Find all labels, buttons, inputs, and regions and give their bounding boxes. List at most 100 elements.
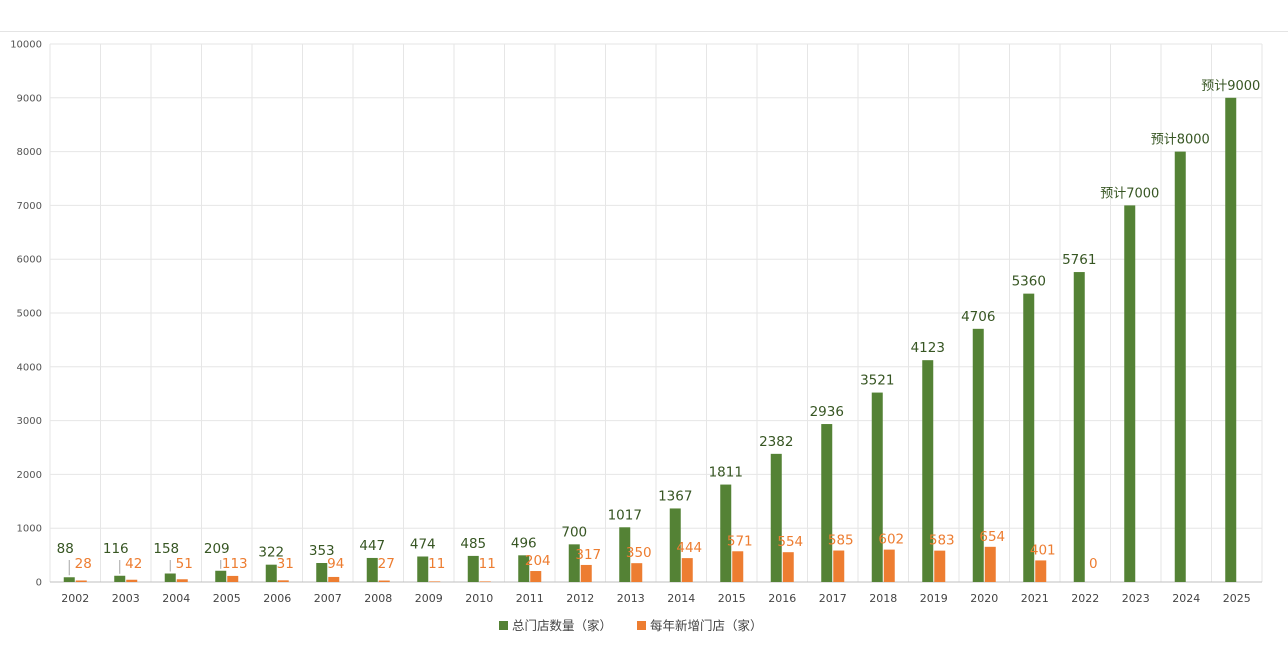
data-label-total: 447 xyxy=(359,538,385,554)
data-label-total: 322 xyxy=(258,545,284,561)
y-tick-label: 2000 xyxy=(17,470,42,481)
y-tick-label: 5000 xyxy=(17,309,42,320)
data-label-total: 1811 xyxy=(709,465,743,481)
data-label-total: 预计8000 xyxy=(1151,133,1210,148)
x-tick-label: 2014 xyxy=(667,592,695,605)
bar-new-stores xyxy=(1035,560,1047,582)
bar-total-stores xyxy=(417,556,429,582)
bar-total-stores xyxy=(63,577,75,582)
x-tick-label: 2009 xyxy=(415,592,443,605)
x-tick-label: 2011 xyxy=(516,592,544,605)
bar-new-stores xyxy=(126,579,138,582)
x-tick-label: 2006 xyxy=(263,592,291,605)
data-label-new: 444 xyxy=(676,540,702,556)
bar-new-stores xyxy=(530,571,542,582)
data-label-new: 204 xyxy=(525,553,551,569)
bar-new-stores xyxy=(479,581,491,582)
data-label-total: 700 xyxy=(561,524,587,540)
bar-new-stores xyxy=(681,558,693,582)
x-tick-label: 2025 xyxy=(1223,592,1251,605)
data-label-new: 11 xyxy=(479,556,496,572)
bar-new-stores xyxy=(732,551,744,582)
bar-new-stores xyxy=(378,580,390,582)
bar-new-stores xyxy=(227,575,239,582)
data-label-total: 158 xyxy=(153,541,179,557)
data-label-new: 583 xyxy=(929,533,955,549)
y-tick-label: 6000 xyxy=(17,255,42,266)
y-tick-label: 9000 xyxy=(17,93,42,104)
x-tick-label: 2013 xyxy=(617,592,645,605)
data-label-new: 94 xyxy=(327,556,344,572)
data-label-new: 28 xyxy=(75,556,92,572)
data-label-total: 474 xyxy=(410,536,436,552)
data-label-new: 51 xyxy=(176,556,193,572)
data-label-total: 3521 xyxy=(860,373,894,389)
bar-total-stores xyxy=(467,555,479,582)
data-label-total: 预计7000 xyxy=(1100,186,1159,201)
x-tick-label: 2010 xyxy=(465,592,493,605)
bar-new-stores xyxy=(176,579,188,582)
legend: 总门店数量（家） 每年新增门店（家） xyxy=(499,618,763,633)
data-label-new: 42 xyxy=(125,556,142,572)
data-label-new: 31 xyxy=(277,556,294,572)
y-tick-label: 3000 xyxy=(17,416,42,427)
x-tick-label: 2012 xyxy=(566,592,594,605)
bar-total-stores xyxy=(1174,151,1186,582)
data-label-new: 654 xyxy=(979,529,1005,545)
x-tick-label: 2015 xyxy=(718,592,746,605)
data-label-new: 0 xyxy=(1089,556,1098,572)
data-label-total: 1367 xyxy=(658,488,692,504)
data-label-total: 209 xyxy=(204,541,230,557)
bar-new-stores xyxy=(75,580,87,582)
data-label-total: 353 xyxy=(309,543,335,559)
y-tick-label: 10000 xyxy=(10,40,42,51)
bar-total-stores xyxy=(1124,205,1136,582)
data-label-total: 1017 xyxy=(608,507,642,523)
bar-total-stores xyxy=(1073,272,1085,582)
data-label-new: 571 xyxy=(727,533,753,549)
bar-total-stores xyxy=(265,564,277,582)
data-label-total: 2382 xyxy=(759,434,793,450)
x-tick-label: 2005 xyxy=(213,592,241,605)
x-tick-label: 2008 xyxy=(364,592,392,605)
data-label-new: 11 xyxy=(428,556,445,572)
x-tick-label: 2018 xyxy=(869,592,897,605)
axes: 0100020003000400050006000700080009000100… xyxy=(10,40,1262,605)
data-label-total: 2936 xyxy=(810,404,844,420)
data-label-total: 4123 xyxy=(911,340,945,356)
data-label-total: 496 xyxy=(511,535,537,551)
data-label-total: 116 xyxy=(103,541,129,557)
y-tick-label: 8000 xyxy=(17,147,42,158)
bar-total-stores xyxy=(316,563,328,582)
x-tick-label: 2003 xyxy=(112,592,140,605)
bar-new-stores xyxy=(580,564,592,582)
bar-total-stores xyxy=(669,508,681,582)
bar-new-stores xyxy=(984,546,996,582)
data-label-total: 88 xyxy=(57,541,74,557)
x-tick-label: 2007 xyxy=(314,592,342,605)
bar-total-stores xyxy=(114,575,126,582)
bar-total-stores xyxy=(518,555,530,582)
bar-new-stores xyxy=(782,552,794,582)
legend-swatch-total xyxy=(499,621,508,630)
x-tick-label: 2023 xyxy=(1122,592,1150,605)
data-label-new: 27 xyxy=(378,556,395,572)
x-tick-label: 2004 xyxy=(162,592,190,605)
data-label-new: 585 xyxy=(828,533,854,549)
bar-new-stores xyxy=(934,550,946,582)
top-divider xyxy=(0,31,1288,32)
bar-total-stores xyxy=(568,544,580,582)
data-label-total: 4706 xyxy=(961,309,995,325)
x-tick-label: 2017 xyxy=(819,592,847,605)
data-label-new: 113 xyxy=(222,556,248,572)
data-label-total: 5360 xyxy=(1012,274,1046,290)
data-label-new: 602 xyxy=(878,532,904,548)
y-tick-label: 7000 xyxy=(17,201,42,212)
bar-new-stores xyxy=(833,550,845,582)
bar-new-stores xyxy=(631,563,643,582)
legend-label-new: 每年新增门店（家） xyxy=(650,618,763,633)
bar-new-stores xyxy=(883,549,895,582)
